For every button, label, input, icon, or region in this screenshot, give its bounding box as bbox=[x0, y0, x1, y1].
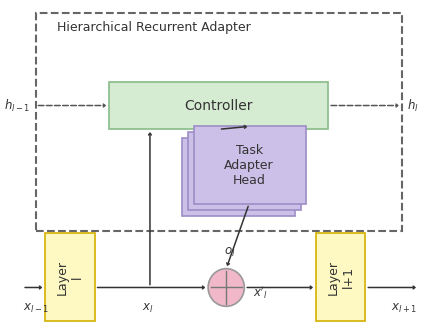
Bar bbox=[316, 233, 365, 321]
Text: $x_{l+1}$: $x_{l+1}$ bbox=[391, 302, 417, 316]
Text: Layer
l: Layer l bbox=[56, 260, 84, 295]
Circle shape bbox=[208, 269, 244, 306]
Text: $x'_l$: $x'_l$ bbox=[253, 284, 268, 301]
Text: Hierarchical Recurrent Adapter: Hierarchical Recurrent Adapter bbox=[56, 21, 250, 34]
Text: $o_l$: $o_l$ bbox=[224, 245, 236, 259]
Bar bbox=[182, 138, 295, 215]
Text: Layer
l+1: Layer l+1 bbox=[326, 260, 354, 295]
Bar bbox=[194, 126, 306, 204]
Text: Task
Adapter
Head: Task Adapter Head bbox=[224, 144, 274, 186]
Text: $h_l$: $h_l$ bbox=[407, 98, 419, 114]
Bar bbox=[45, 233, 95, 321]
Text: Controller: Controller bbox=[184, 99, 253, 113]
Bar bbox=[109, 82, 328, 129]
Text: $x_l$: $x_l$ bbox=[142, 302, 154, 316]
Text: $h_{l-1}$: $h_{l-1}$ bbox=[3, 98, 30, 114]
Text: $x_{l-1}$: $x_{l-1}$ bbox=[23, 302, 49, 316]
Bar bbox=[36, 13, 402, 231]
Bar bbox=[188, 132, 301, 210]
